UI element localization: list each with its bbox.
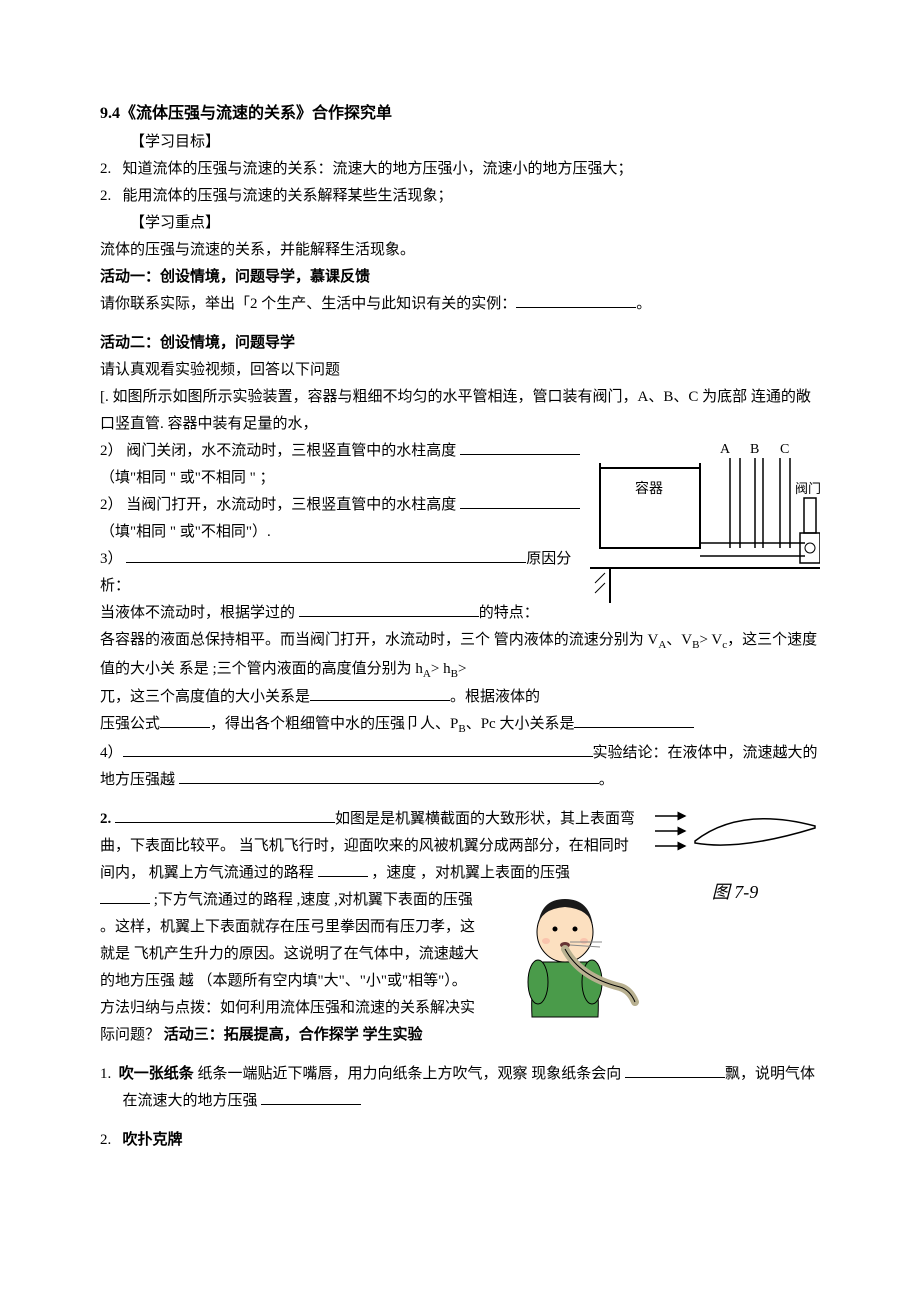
q2-b: ，速度 ，对机翼上表面的压强	[368, 865, 571, 881]
q1-part3e: 兀，这三个高度值的大小关系是 。根据液体的	[100, 684, 820, 711]
q2-c: ;下方气流通过的路程 ,速度 ,对机翼下表面的压强 。这样，机翼上下表面就存在压…	[100, 892, 479, 989]
blank-field[interactable]	[625, 1062, 725, 1078]
figure-airfoil: 图 7-9	[650, 806, 820, 908]
blank-field[interactable]	[115, 807, 335, 823]
sub-a2: A	[423, 668, 431, 680]
figure-container-apparatus: 容器 A B C 阀门	[590, 438, 820, 608]
exp1-a: 纸条一端贴近下嘴唇，用力向纸条上方吹气，观察 现象纸条会向	[194, 1066, 625, 1082]
objective-1: 2. 知道流体的压强与流速的关系：流速大的地方压强小，流速小的地方压强大；	[100, 156, 820, 183]
q1-3d-m3: > h	[431, 661, 451, 677]
blank-field[interactable]	[179, 768, 599, 784]
obj1-text: 知道流体的压强与流速的关系：流速大的地方压强小，流速小的地方压强大；	[123, 161, 633, 177]
q1-3d-m1: 、V	[666, 632, 692, 648]
sub-pb: B	[458, 723, 465, 735]
experiment-2: 2. 吹扑克牌	[100, 1127, 820, 1154]
gt: >	[458, 661, 466, 677]
svg-text:容器: 容器	[635, 480, 663, 497]
q1-4c: 。	[599, 772, 614, 788]
q1-3f-b: ，得出各个粗细管中水的压强卩人、P	[210, 716, 458, 732]
q1-3e-a: 兀，这三个高度值的大小关系是	[100, 689, 310, 705]
q1-3a-text: 3）	[100, 551, 126, 567]
exp2-num: 2.	[100, 1132, 111, 1148]
blank-field[interactable]	[310, 685, 450, 701]
objectives-header: 【学习目标】	[100, 129, 820, 156]
objective-2: 2. 能用流体的压强与流速的关系解释某些生活现象；	[100, 183, 820, 210]
act1-text-b: 。	[636, 296, 651, 312]
figure-boy-blowing	[490, 887, 640, 1057]
exp1-num: 1.	[100, 1066, 111, 1082]
q1-3d-m2: > V	[699, 632, 722, 648]
blank-field[interactable]	[160, 712, 210, 728]
q2-num: 2.	[100, 811, 115, 827]
figure-2-caption: 图 7-9	[650, 876, 820, 908]
q1-4a: 4）	[100, 745, 123, 761]
q1-2c-text: 2） 当阀门打开，水流动时，三根竖直管中的水柱高度	[100, 497, 460, 513]
blank-field[interactable]	[299, 601, 479, 617]
q1-part3d: 各容器的液面总保持相平。而当阀门打开，水流动时，三个 管内液体的流速分别为 V A…	[100, 627, 820, 685]
act1-text-a: 请你联系实际，举出「2 个生产、生活中与此知识有关的实例：	[100, 296, 516, 312]
q1-2b-text: （填"相同 " 或"不相同 " ；	[100, 470, 275, 486]
exp2-title: 吹扑克牌	[123, 1132, 183, 1148]
activity-1-title: 活动一：创设情境，问题导学，慕课反馈	[100, 264, 820, 291]
q1-3d-a: 各容器的液面总保持相平。而当阀门打开，水流动时，三个 管内液体的流速分别为 V	[100, 632, 658, 648]
focus-text: 流体的压强与流速的关系，并能解释生活现象。	[100, 237, 820, 264]
q1-part4: 4）实验结论：在液体中，流速越大的地方压强越 。	[100, 740, 820, 794]
obj2-num: 2.	[100, 188, 111, 204]
q1-3e-b: 。根据液体的	[450, 689, 540, 705]
experiment-1: 1. 吹一张纸条 纸条一端贴近下嘴唇，用力向纸条上方吹气，观察 现象纸条会向 飘…	[100, 1061, 820, 1115]
blank-field[interactable]	[460, 439, 580, 455]
activity-3-title: 活动三：拓展提高，合作探学 学生实验	[164, 1027, 423, 1043]
q1-2d-text: （填"相同 " 或"不相同"）.	[100, 524, 271, 540]
focus-header: 【学习重点】	[100, 210, 820, 237]
q1-3c-b: 的特点：	[479, 605, 539, 621]
activity-1-text: 请你联系实际，举出「2 个生产、生活中与此知识有关的实例： 。	[100, 291, 820, 318]
svg-text:阀门: 阀门	[795, 481, 820, 496]
q1-3f-c: 、Pc 大小关系是	[466, 716, 575, 732]
svg-text:C: C	[780, 442, 789, 457]
q1-2a-text: 2） 阀门关闭，水不流动时，三根竖直管中的水柱高度	[100, 443, 460, 459]
activity-2-intro: 请认真观看实验视频，回答以下问题	[100, 357, 820, 384]
blank-field[interactable]	[123, 741, 593, 757]
blank-field[interactable]	[261, 1089, 361, 1105]
obj1-num: 2.	[100, 161, 111, 177]
activity-2-title: 活动二：创设情境，问题导学	[100, 330, 820, 357]
q1-3f-a: 压强公式	[100, 716, 160, 732]
q1-part3f: 压强公式 ，得出各个粗细管中水的压强卩人、PB、Pc 大小关系是	[100, 711, 820, 740]
obj2-text: 能用流体的压强与流速的关系解释某些生活现象；	[123, 188, 453, 204]
worksheet-title: 9.4《流体压强与流速的关系》合作探究单	[100, 100, 820, 129]
svg-text:B: B	[750, 442, 759, 457]
blank-field[interactable]	[126, 547, 526, 563]
blank-field[interactable]	[574, 712, 694, 728]
blank-field[interactable]	[100, 888, 150, 904]
q1-stem: [. 如图所示如图所示实验装置，容器与粗细不均匀的水平管相连，管口装有阀门，A、…	[100, 384, 820, 438]
blank-field[interactable]	[318, 861, 368, 877]
blank-field[interactable]	[516, 292, 636, 308]
sub-b2: B	[451, 668, 458, 680]
blank-field[interactable]	[460, 493, 580, 509]
q1-3c-a: 当液体不流动时，根据学过的	[100, 605, 299, 621]
method-note: 方法归纳与点拨：如何利用流体压强和流速的关系解决实际问题？ 活动三：拓展提高，合…	[100, 995, 820, 1049]
exp1-title: 吹一张纸条	[119, 1066, 194, 1082]
svg-text:A: A	[720, 442, 731, 457]
